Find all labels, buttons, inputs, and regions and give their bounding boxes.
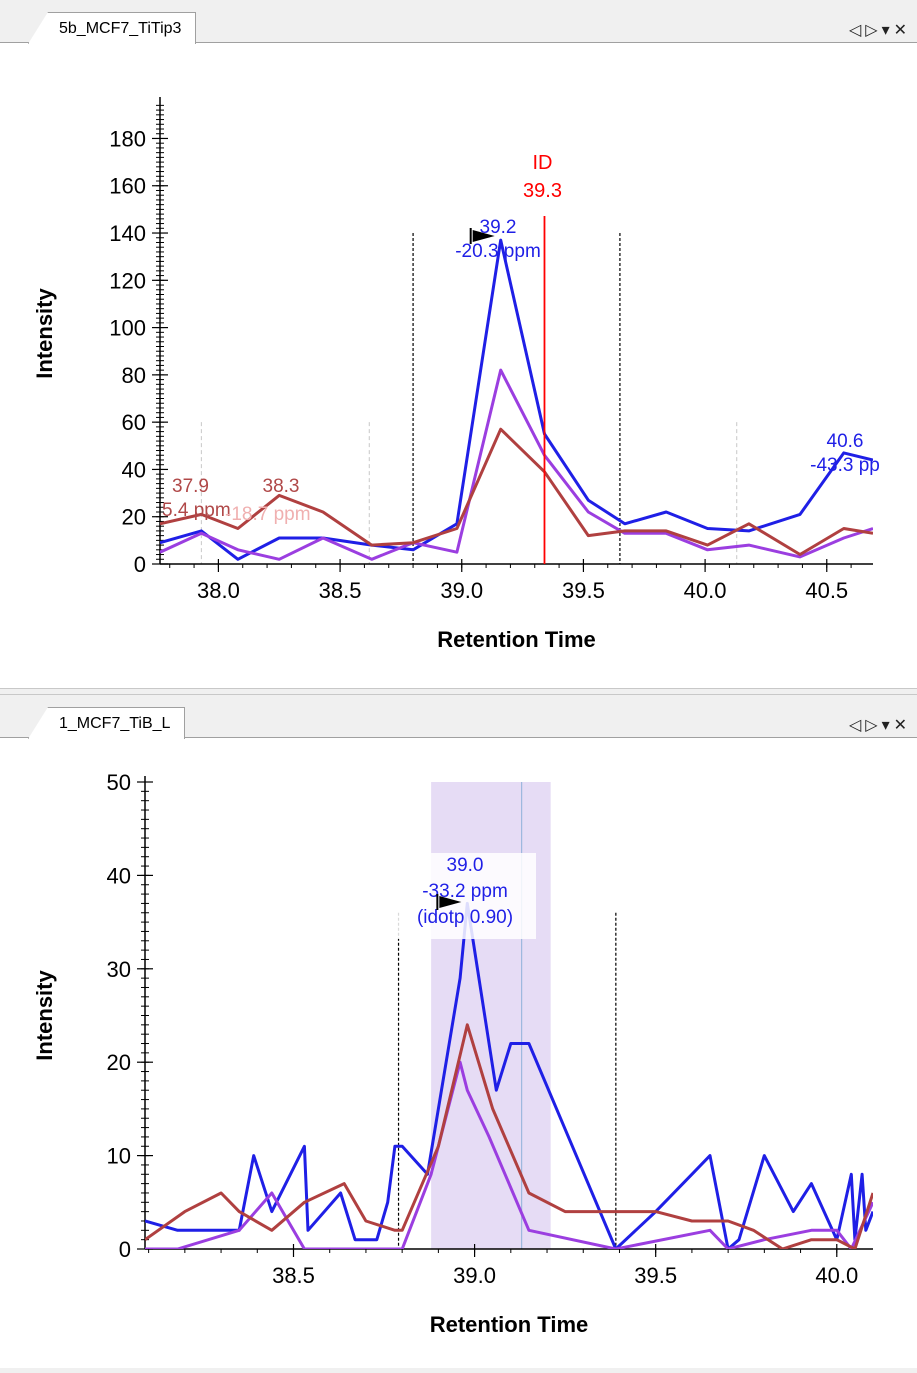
apex-pointer-icon (472, 230, 495, 242)
y-tick-label: 180 (109, 126, 146, 151)
peak-annotation: 38.3 (263, 476, 300, 497)
x-tick-label: 39.0 (453, 1263, 496, 1288)
chart-panel-2: 1_MCF7_TiB_L ◁▷▾✕ 0 10 20 30 40 50 38.5 39.0 39.… (0, 695, 917, 1368)
series-line-blue (145, 901, 873, 1249)
series-line-purple (160, 368, 873, 561)
series-group (145, 901, 873, 1249)
chromatogram-chart[interactable]: 0 10 20 30 40 50 38.5 39.0 39.5 40.0 Retention Tim… (0, 738, 917, 1368)
series-line-brown (160, 427, 873, 556)
y-tick-label: 30 (107, 957, 131, 982)
peak-annotation: 37.9 (172, 476, 209, 497)
y-tick-label: 10 (107, 1144, 131, 1169)
id-value: 39.3 (523, 180, 562, 202)
close-icon[interactable]: ✕ (893, 22, 911, 39)
y-axis-title: Intensity (32, 288, 57, 379)
series-group (160, 238, 873, 561)
y-tick-label: 0 (134, 552, 146, 577)
y-tick-label: 20 (122, 505, 146, 530)
tab-menu-icon[interactable]: ▾ (881, 717, 894, 734)
y-tick-label: 40 (107, 863, 131, 888)
y-tick-label: 50 (107, 770, 131, 795)
tab-label: 1_MCF7_TiB_L (59, 715, 171, 732)
tab-controls: ◁▷▾✕ (849, 715, 911, 735)
tab-label: 5b_MCF7_TiTip3 (59, 20, 182, 37)
y-tick-label: 0 (119, 1237, 131, 1262)
y-tick-label: 140 (109, 221, 146, 246)
next-tab-icon[interactable]: ▷ (865, 717, 882, 734)
x-tick-label: 39.5 (562, 578, 605, 603)
plot-area[interactable]: 0 20 40 60 80 100 120 140 160 180 38.0 38.5 39.0 39.5… (0, 43, 917, 693)
tab-strip: 5b_MCF7_TiTip3 ◁▷▾✕ (0, 0, 917, 44)
x-tick-label: 40.0 (684, 578, 727, 603)
chart-panel-1: 5b_MCF7_TiTip3 ◁▷▾✕ 0 20 40 60 80 100 120 140 16… (0, 0, 917, 688)
y-tick-label: 40 (122, 457, 146, 482)
x-axis-title: Retention Time (430, 1312, 589, 1337)
y-tick-label: 20 (107, 1050, 131, 1075)
x-tick-label: 38.5 (272, 1263, 315, 1288)
tab-controls: ◁▷▾✕ (849, 20, 911, 40)
x-tick-label: 38.5 (319, 578, 362, 603)
peak-annotation: -18.7 ppm (225, 504, 311, 525)
x-tick-label: 38.0 (197, 578, 240, 603)
y-tick-label: 100 (109, 316, 146, 341)
panel-divider[interactable] (0, 688, 917, 695)
id-label: ID (532, 152, 552, 174)
series-line-brown (145, 1023, 873, 1249)
y-tick-label: 80 (122, 363, 146, 388)
document-tab[interactable]: 5b_MCF7_TiTip3 (28, 12, 197, 44)
plot-area[interactable]: 0 10 20 30 40 50 38.5 39.0 39.5 40.0 Retention Tim… (0, 738, 917, 1373)
next-tab-icon[interactable]: ▷ (865, 22, 882, 39)
peak-annotation: 39.2 (480, 217, 517, 238)
prev-tab-icon[interactable]: ◁ (848, 717, 866, 734)
x-tick-label: 39.0 (440, 578, 483, 603)
annotation-background (382, 853, 536, 939)
peak-annotation: 40.6 (827, 431, 864, 452)
x-axis-title: Retention Time (437, 627, 596, 652)
x-tick-label: 40.5 (805, 578, 848, 603)
series-line-purple (145, 1060, 873, 1249)
peak-annotation: -20.3 ppm (455, 241, 541, 262)
peak-annotation: (idotp 0.90) (417, 907, 513, 928)
y-axis-title: Intensity (32, 970, 57, 1061)
tab-strip: 1_MCF7_TiB_L ◁▷▾✕ (0, 695, 917, 739)
tab-menu-icon[interactable]: ▾ (881, 22, 894, 39)
peak-highlight-band (431, 782, 551, 1249)
y-tick-label: 160 (109, 174, 146, 199)
y-tick-label: 60 (122, 410, 146, 435)
x-tick-label: 39.5 (634, 1263, 677, 1288)
chromatogram-chart[interactable]: 0 20 40 60 80 100 120 140 160 180 38.0 38.5 39.0 39.5… (0, 43, 917, 688)
close-icon[interactable]: ✕ (893, 717, 911, 734)
peak-annotation: -43.3 pp (810, 455, 880, 476)
peak-annotation: -33.2 ppm (422, 881, 508, 902)
peak-annotation: 39.0 (447, 855, 484, 876)
y-tick-label: 120 (109, 268, 146, 293)
apex-pointer-icon (439, 896, 462, 908)
document-tab[interactable]: 1_MCF7_TiB_L (28, 707, 186, 739)
prev-tab-icon[interactable]: ◁ (848, 22, 866, 39)
peak-annotation: 5.4 ppm (162, 500, 231, 521)
x-tick-label: 40.0 (815, 1263, 858, 1288)
